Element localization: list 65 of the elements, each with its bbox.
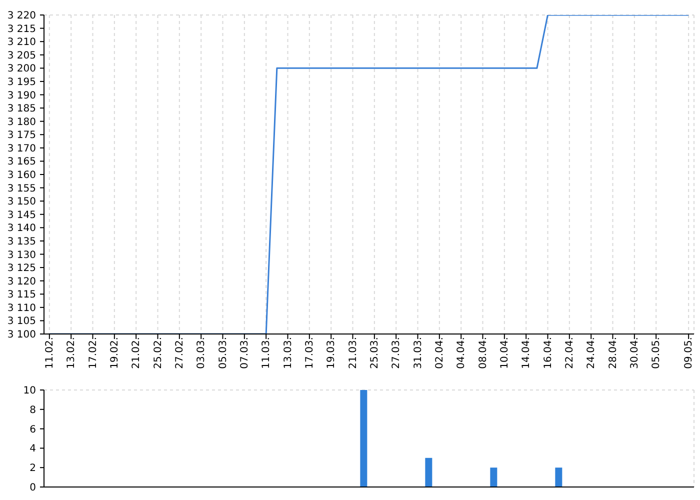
y-tick-label: 3 145 — [7, 210, 36, 221]
x-tick-label: 08.04. — [478, 337, 489, 369]
x-tick-label: 19.02. — [110, 337, 121, 369]
y-tick-label: 3 195 — [7, 76, 36, 88]
y-tick-label: 0 — [30, 482, 36, 494]
y-tick-label: 8 — [30, 404, 36, 416]
y-tick-label: 3 205 — [7, 50, 36, 62]
y-tick-label: 3 185 — [7, 104, 36, 115]
y-tick-label: 3 140 — [7, 223, 36, 234]
y-tick-label: 3 125 — [7, 263, 36, 274]
y-tick-label: 3 215 — [7, 24, 36, 35]
y-tick-label: 2 — [30, 463, 36, 474]
x-tick-label: 05.03. — [218, 337, 229, 369]
y-tick-label: 3 180 — [7, 116, 36, 128]
y-tick-label: 3 200 — [7, 64, 36, 75]
y-tick-label: 3 190 — [7, 90, 36, 102]
x-tick-label: 03.03. — [196, 337, 208, 369]
x-tick-label: 16.04. — [542, 337, 554, 369]
x-tick-label: 11.03. — [261, 337, 272, 369]
x-tick-label: 27.03. — [391, 337, 402, 369]
y-tick-label: 3 135 — [7, 236, 36, 248]
y-tick-label: 3 100 — [7, 330, 36, 340]
y-tick-label: 6 — [30, 424, 36, 436]
x-tick-label: 21.03. — [348, 337, 359, 369]
x-tick-label: 22.04. — [564, 337, 576, 369]
x-tick-label: 09.05. — [684, 337, 695, 369]
x-tick-label: 19.03. — [326, 337, 338, 369]
bar — [425, 458, 432, 487]
x-tick-label: 10.04. — [500, 337, 511, 369]
x-tick-label: 17.03. — [304, 337, 316, 369]
x-tick-label: 11.02. — [44, 337, 56, 369]
x-tick-label: 13.03. — [282, 337, 294, 369]
x-tick-label: 05.05. — [651, 337, 662, 369]
y-tick-label: 3 130 — [7, 250, 36, 261]
x-tick-label: 07.03. — [240, 337, 251, 369]
y-tick-label: 10 — [23, 386, 36, 396]
x-tick-label: 31.03. — [412, 337, 424, 369]
y-tick-label: 4 — [30, 444, 36, 455]
x-tick-label: 27.02. — [174, 337, 186, 369]
y-tick-label: 3 155 — [7, 183, 36, 194]
x-tick-label: 24.04. — [586, 337, 598, 369]
x-tick-label: 25.03. — [370, 337, 381, 369]
y-tick-label: 3 175 — [7, 130, 36, 142]
y-tick-label: 3 220 — [7, 10, 36, 22]
bar — [360, 390, 368, 487]
x-tick-label: 21.02. — [131, 337, 142, 369]
x-tick-label: 14.04. — [521, 337, 532, 369]
y-tick-label: 3 110 — [7, 302, 36, 314]
x-tick-label: 13.02. — [66, 337, 78, 369]
bar — [490, 468, 498, 487]
y-tick-label: 3 115 — [7, 290, 36, 301]
y-tick-label: 3 210 — [7, 37, 36, 48]
x-tick-label: 02.04. — [434, 337, 446, 369]
y-tick-label: 3 105 — [7, 316, 36, 328]
y-tick-label: 3 150 — [7, 196, 36, 208]
y-tick-label: 3 160 — [7, 170, 36, 181]
x-tick-label: 04.04. — [456, 337, 468, 369]
bar — [555, 468, 562, 487]
x-tick-label: 25.02. — [152, 337, 164, 369]
x-tick-label: 17.02. — [88, 337, 99, 369]
x-tick-label: 28.04. — [608, 337, 619, 369]
y-tick-label: 3 165 — [7, 156, 36, 168]
x-tick-label: 30.04. — [630, 337, 641, 369]
y-tick-label: 3 120 — [7, 276, 36, 288]
y-tick-label: 3 170 — [7, 143, 36, 154]
